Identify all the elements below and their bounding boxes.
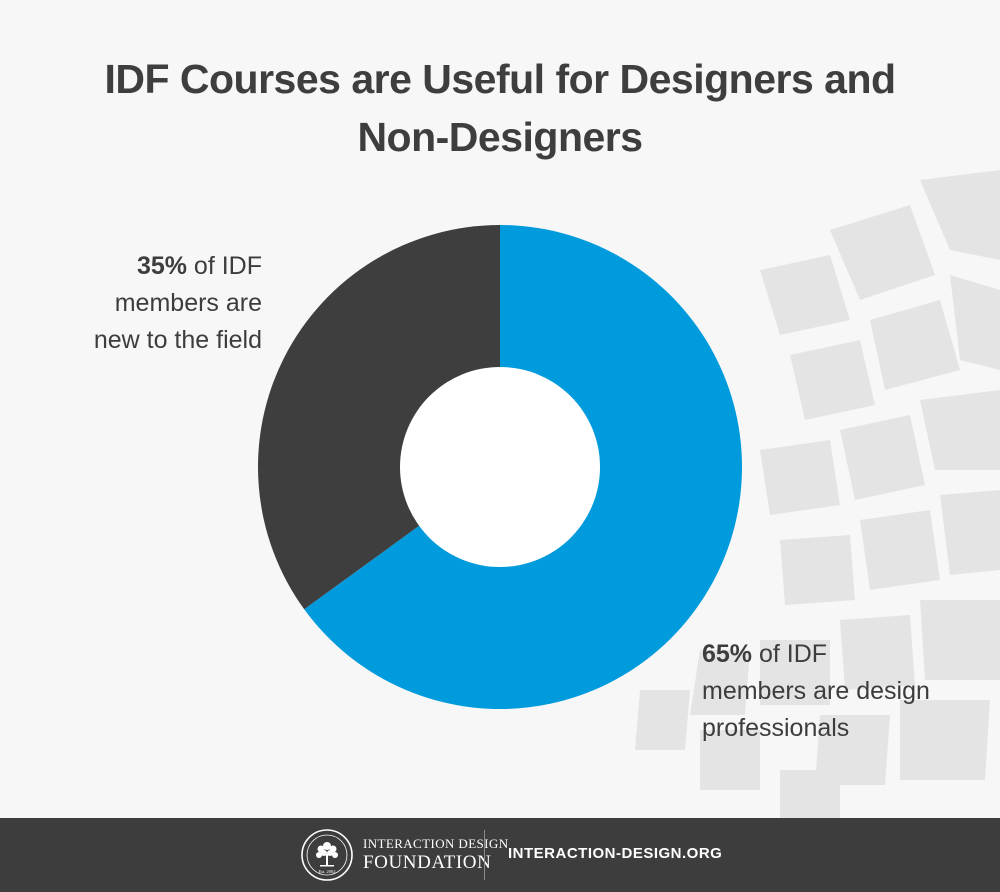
background-pattern (635, 170, 1000, 818)
callout-design-professionals: 65% of IDF members are design profession… (702, 636, 930, 747)
footer-divider (484, 830, 485, 880)
brand-line-1: INTERACTION DESIGN (363, 836, 509, 851)
foundation-brand: INTERACTION DESIGN FOUNDATION (363, 836, 509, 874)
donut-hole (400, 367, 600, 567)
footer-bar: Est. 2002 INTERACTION DESIGN FOUNDATION … (0, 818, 1000, 892)
donut-chart (258, 225, 743, 710)
callout-left-text-3: new to the field (93, 326, 262, 354)
callout-left-percent: 35% (136, 252, 187, 280)
callout-new-to-field: 35% of IDF members are new to the field (94, 248, 262, 359)
seal-year: Est. 2002 (318, 869, 335, 874)
callout-left-text-1: of IDF (186, 252, 262, 280)
foundation-seal-logo: Est. 2002 (301, 829, 353, 881)
callout-right-text-2: members are design (702, 677, 930, 705)
title-line-2: Non-Designers (357, 114, 643, 160)
callout-right-text-1: of IDF (752, 640, 828, 668)
brand-line-2: FOUNDATION (363, 852, 492, 873)
callout-right-text-3: professionals (702, 714, 850, 742)
donut-slice-35 (258, 225, 500, 610)
site-link[interactable]: INTERACTION-DESIGN.ORG (508, 845, 723, 862)
page-title: IDF Courses are Useful for Designers and… (40, 50, 960, 166)
callout-left-text-2: members are (114, 289, 262, 317)
callout-right-percent: 65% (702, 640, 753, 668)
title-line-1: IDF Courses are Useful for Designers and (104, 56, 896, 102)
